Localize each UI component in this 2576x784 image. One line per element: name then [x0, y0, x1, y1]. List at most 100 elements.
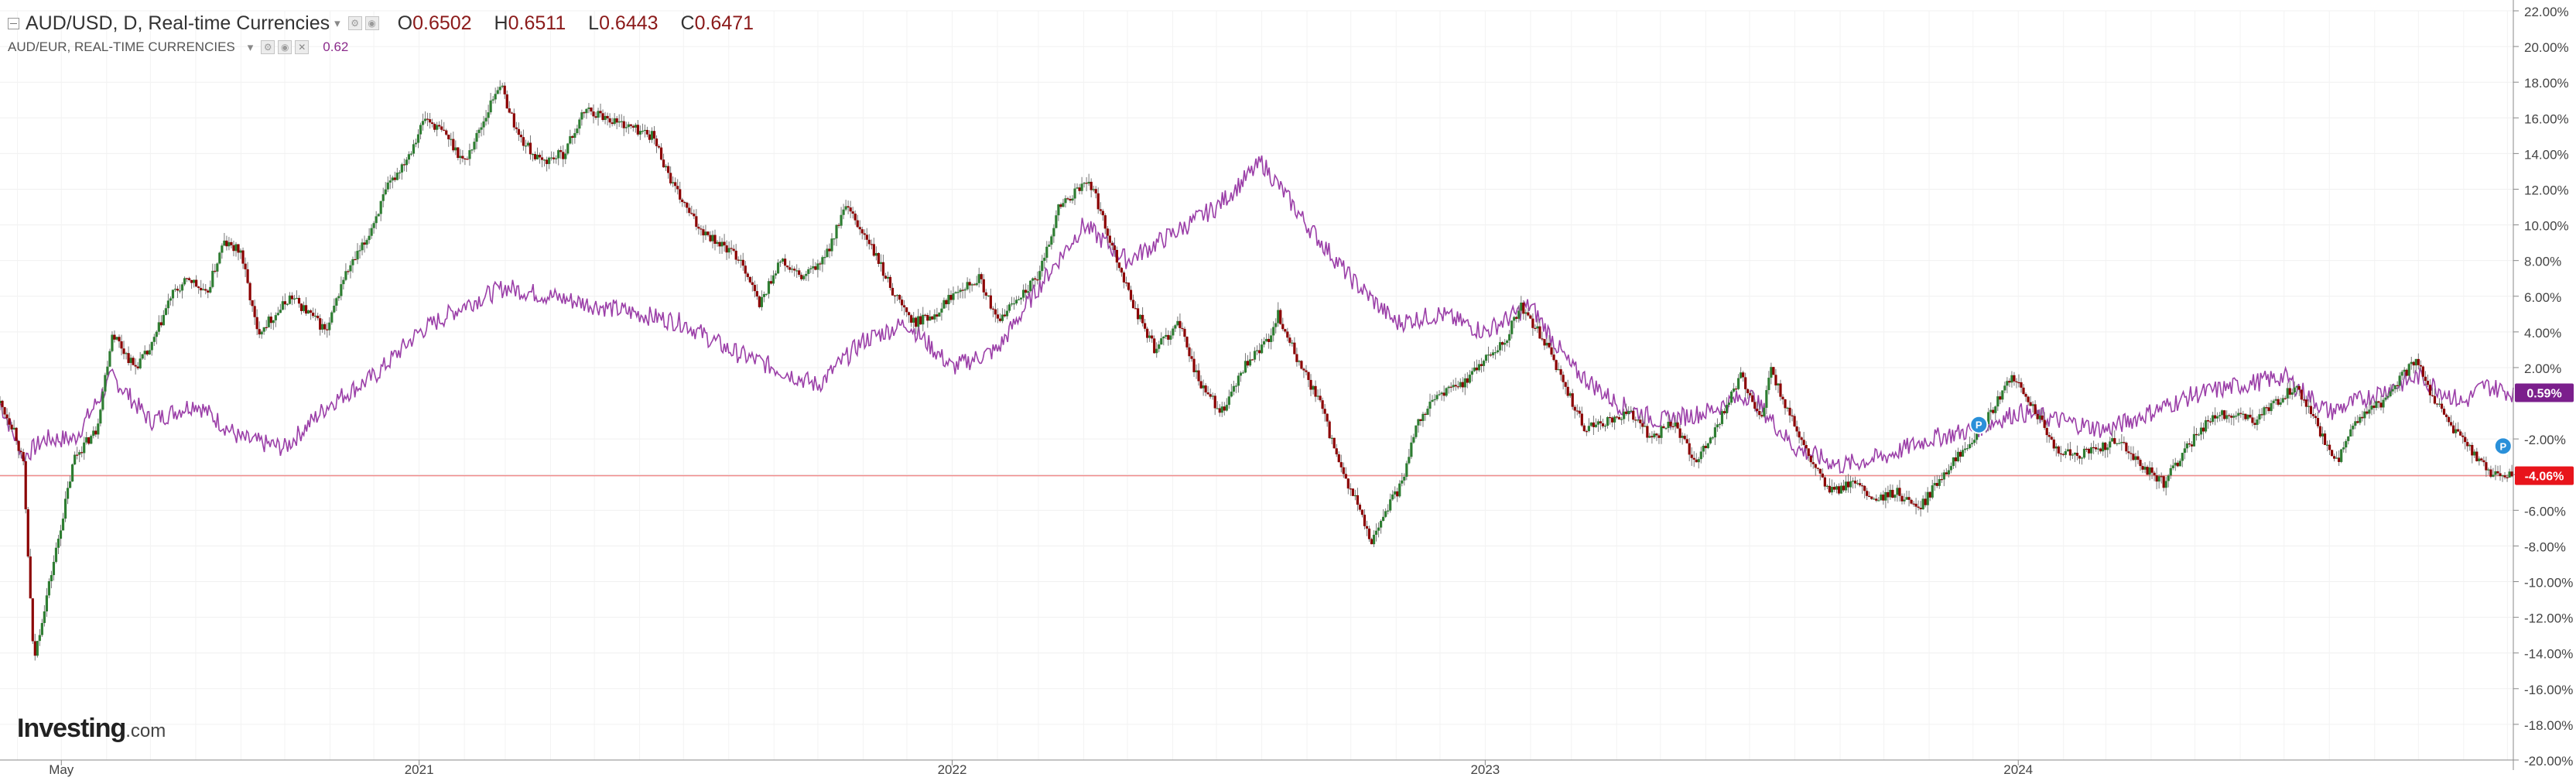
candle-body	[659, 147, 663, 160]
candle-body	[529, 142, 532, 155]
candle-body	[1510, 320, 1514, 334]
candle-body	[872, 244, 875, 256]
candle-body	[1412, 437, 1415, 443]
candle-body	[1756, 409, 1759, 412]
candle-body	[328, 322, 331, 330]
candle-body	[2116, 443, 2119, 444]
candle-body	[202, 289, 205, 291]
candle-body	[2073, 453, 2077, 455]
indicator-settings-icon[interactable]	[261, 40, 275, 54]
candle-body	[2363, 411, 2366, 419]
candle-body	[1263, 341, 1266, 345]
candle-body	[2201, 427, 2205, 432]
candle-body	[538, 154, 542, 158]
chevron-down-icon[interactable]: ▾	[334, 17, 340, 30]
indicator-close-icon[interactable]	[295, 40, 310, 54]
candle-body	[272, 320, 275, 324]
candle-body	[501, 85, 504, 87]
chevron-down-icon[interactable]: ▾	[247, 41, 254, 54]
candle-body	[2185, 443, 2188, 449]
candle-body	[221, 245, 224, 253]
candle-body	[1674, 422, 1677, 426]
candle-body	[3, 407, 6, 415]
candle-body	[342, 279, 345, 285]
candle-body	[1592, 422, 1595, 427]
collapse-icon[interactable]	[8, 17, 19, 29]
candle-body	[310, 310, 313, 313]
candle-body	[681, 199, 684, 203]
candle-body	[169, 298, 173, 301]
candle-body	[1213, 395, 1216, 409]
candle-body	[2270, 402, 2273, 412]
candle-body	[85, 437, 88, 443]
candle-body	[1438, 394, 1441, 395]
candle-body	[2407, 364, 2410, 376]
candle-body	[76, 454, 79, 456]
candle-body	[716, 241, 719, 245]
candle-body	[1573, 406, 1576, 411]
candle-body	[241, 250, 245, 264]
candle-body	[1234, 385, 1237, 387]
candle-body	[2251, 417, 2254, 423]
candle-body	[517, 128, 520, 135]
candle-body	[2421, 366, 2424, 377]
candle-body	[148, 350, 151, 355]
candle-body	[2475, 451, 2479, 461]
candle-body	[1445, 388, 1448, 396]
candle-body	[697, 227, 700, 229]
candle-body	[1204, 385, 1207, 393]
symbol-title[interactable]: AUD/USD, D, Real-time Currencies	[26, 12, 330, 34]
x-tick-label: May	[49, 762, 74, 777]
candle-body	[690, 213, 693, 214]
candle-body	[2047, 435, 2051, 437]
candle-body	[1138, 314, 1142, 320]
candle-body	[183, 278, 186, 285]
candle-body	[1148, 335, 1151, 338]
candle-body	[1486, 354, 1490, 356]
candle-body	[283, 301, 286, 305]
candle-body	[1744, 377, 1747, 389]
candle-body	[2370, 406, 2373, 410]
candle-body	[246, 269, 249, 283]
candle-body	[1045, 246, 1049, 258]
settings-gear-icon[interactable]	[347, 16, 362, 30]
candle-body	[1891, 489, 1894, 498]
candle-body	[624, 127, 628, 128]
candle-body	[1580, 413, 1583, 426]
candle-body	[1090, 181, 1093, 190]
candle-body	[15, 427, 18, 441]
candle-body	[1456, 386, 1459, 388]
candle-body	[1424, 413, 1427, 415]
candle-body	[1027, 291, 1030, 293]
candle-body	[1291, 342, 1294, 344]
candle-body	[1158, 344, 1161, 349]
candle-body	[2345, 440, 2348, 448]
candle-body	[1330, 437, 1333, 439]
candle-body	[812, 266, 815, 269]
candle-body	[159, 322, 162, 326]
candle-body	[2328, 444, 2331, 450]
indicator-visibility-icon[interactable]	[278, 40, 292, 54]
candle-body	[459, 156, 462, 159]
candle-body	[1513, 317, 1516, 321]
candle-body	[919, 316, 922, 325]
candle-body	[204, 289, 207, 291]
candle-body	[1012, 303, 1016, 305]
candle-body	[1356, 495, 1360, 505]
candle-body	[1688, 443, 1691, 455]
candle-body	[826, 248, 829, 258]
candle-body	[910, 315, 913, 323]
candle-body	[762, 293, 766, 297]
candle-body	[2325, 444, 2329, 446]
visibility-icon[interactable]	[364, 16, 379, 30]
candle-body	[1463, 378, 1466, 388]
candle-body	[1763, 407, 1766, 417]
candle-body	[2113, 438, 2116, 444]
candle-body	[29, 556, 32, 599]
candle-body	[1185, 337, 1189, 347]
candle-body	[713, 235, 717, 245]
candle-body	[636, 125, 639, 135]
indicator-title[interactable]: AUD/EUR, REAL-TIME CURRENCIES	[8, 39, 235, 54]
